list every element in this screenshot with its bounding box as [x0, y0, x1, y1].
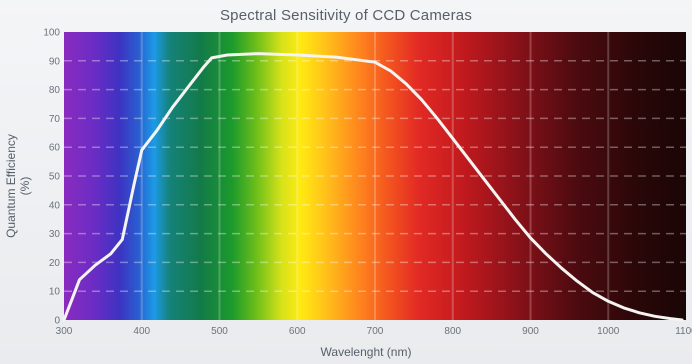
y-tick-label: 60 — [49, 143, 61, 154]
x-tick-label: 300 — [56, 326, 73, 337]
y-tick-label: 10 — [49, 287, 61, 298]
x-tick-label: 600 — [289, 326, 306, 337]
x-tick-label: 500 — [211, 326, 228, 337]
grid-lines — [64, 32, 686, 320]
x-tick-label: 700 — [367, 326, 384, 337]
y-tick-label: 100 — [43, 28, 60, 39]
y-tick-label: 20 — [49, 258, 61, 269]
x-tick-label: 1000 — [597, 326, 620, 337]
y-tick-label: 40 — [49, 200, 61, 211]
x-tick-label: 900 — [522, 326, 539, 337]
y-tick-label: 80 — [49, 85, 61, 96]
y-tick-label: 70 — [49, 114, 61, 125]
x-axis-label: Wavelenght (nm) — [320, 345, 412, 359]
x-tick-label: 1100 — [675, 326, 692, 337]
x-axis-ticks: 300 400 500 600 700 800 900 1000 1100 — [56, 326, 692, 337]
y-tick-label: 50 — [49, 172, 61, 183]
y-axis-ticks: 0 10 20 30 40 50 60 70 80 90 100 — [43, 28, 60, 327]
x-tick-label: 800 — [444, 326, 461, 337]
chart-title: Spectral Sensitivity of CCD Cameras — [219, 7, 473, 24]
spectrum-background — [64, 32, 686, 320]
y-tick-label: 90 — [49, 56, 61, 67]
quantum-efficiency-curve — [62, 52, 684, 322]
x-tick-label: 400 — [133, 326, 150, 337]
y-tick-label: 30 — [49, 229, 61, 240]
y-tick-label: 0 — [54, 316, 60, 327]
